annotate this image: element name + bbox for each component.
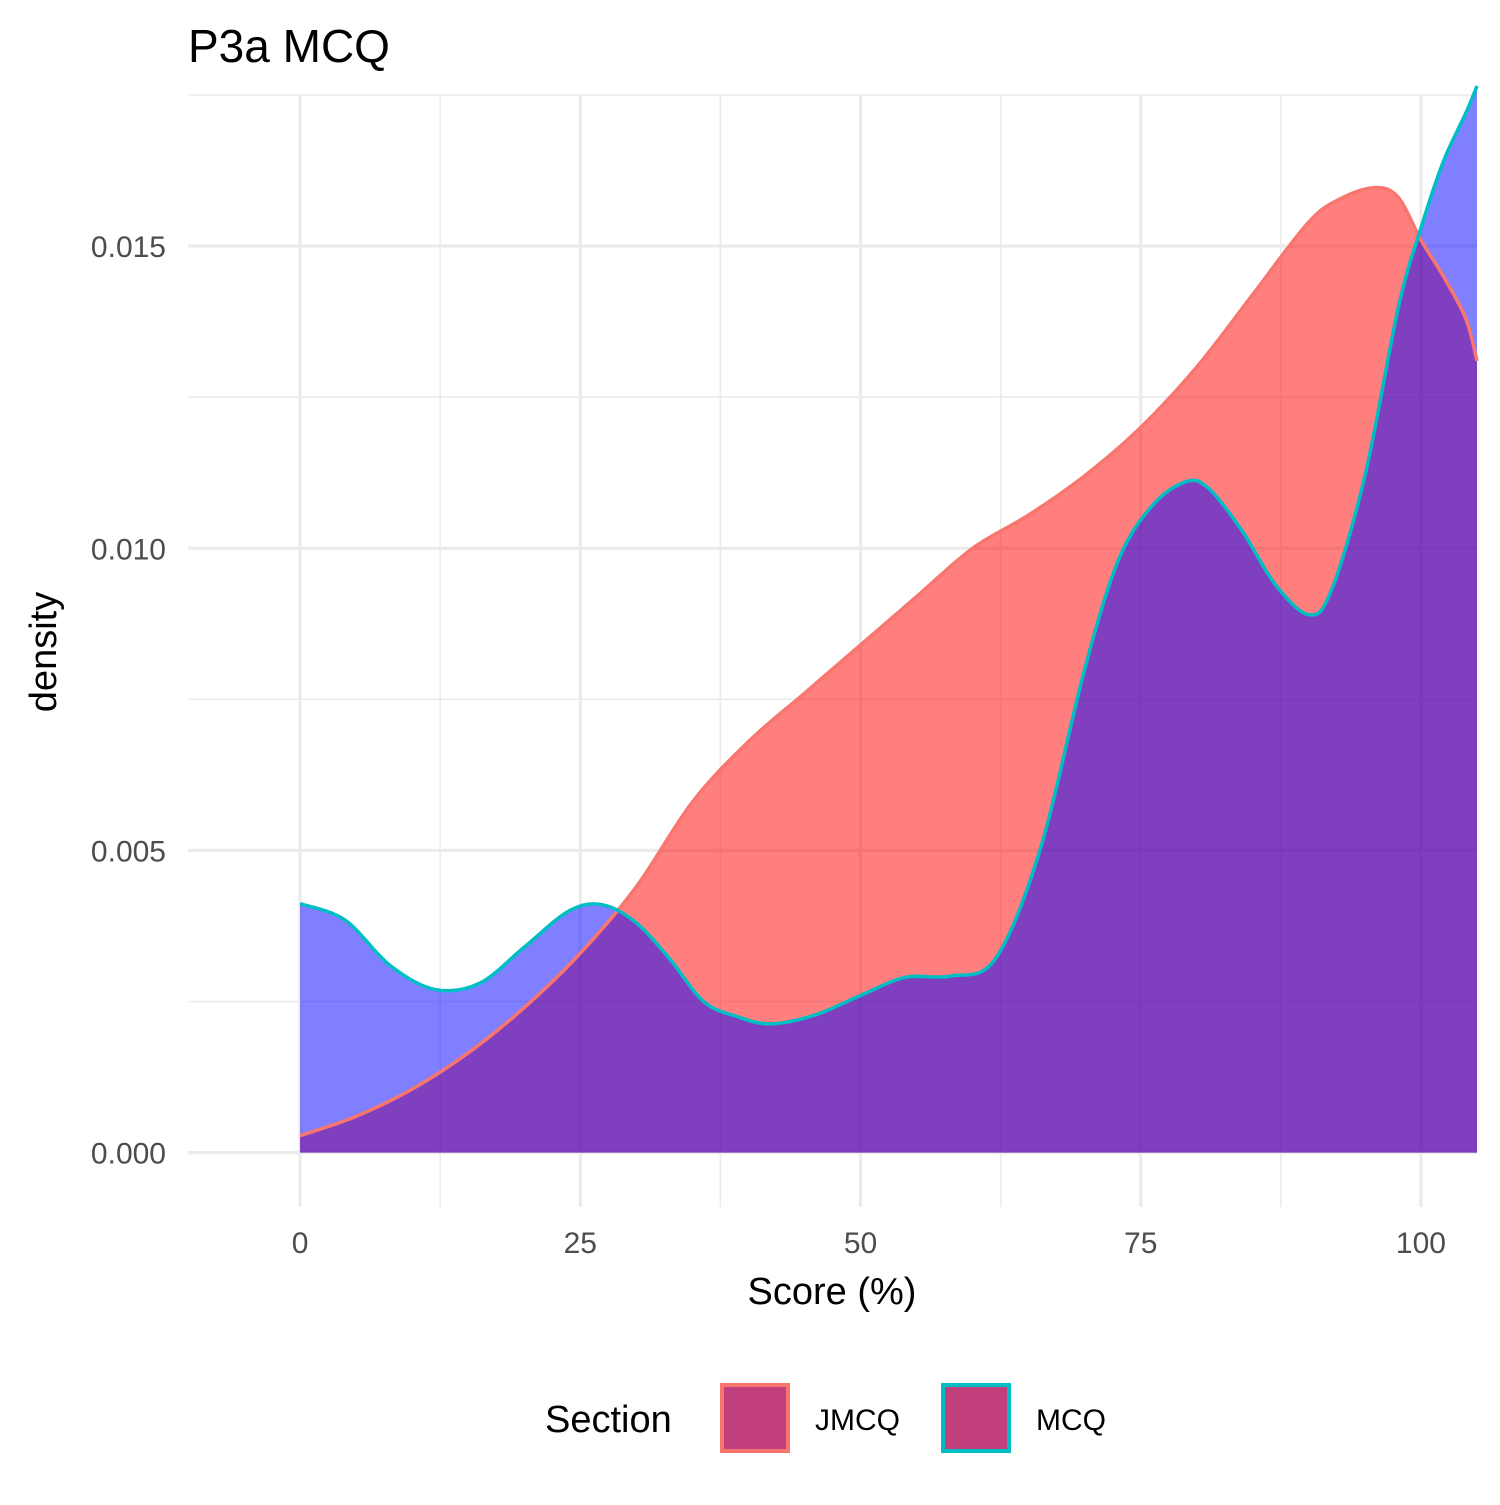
density-line-mcq [299,85,1479,1026]
density-areas [300,85,1478,1153]
density-lines [299,85,1479,1138]
x-tick-label: 75 [1124,1227,1157,1260]
density-area-mcq [300,85,1478,1153]
legend-label-mcq: MCQ [1036,1404,1106,1437]
y-tick-label: 0.005 [91,835,166,868]
x-tick-label: 50 [844,1227,877,1260]
y-tick-label: 0.010 [91,533,166,566]
legend-key-jmcq [720,1383,790,1453]
x-tick-label: 100 [1396,1227,1446,1260]
y-axis-label: density [23,592,65,712]
y-tick-label: 0.015 [91,231,166,264]
axis-ticks: 0 25 50 75 100 0.000 0.005 0.010 0.015 [91,231,1446,1260]
density-line-jmcq [299,185,1479,1138]
legend-title: Section [545,1399,672,1441]
x-tick-label: 0 [292,1227,309,1260]
legend: Section JMCQ MCQ [545,1383,1106,1453]
chart-title: P3a MCQ [188,20,390,72]
legend-key-mcq [941,1383,1011,1453]
x-tick-label: 25 [564,1227,597,1260]
x-axis-label: Score (%) [748,1271,917,1313]
y-tick-label: 0.000 [91,1138,166,1171]
legend-label-jmcq: JMCQ [815,1404,900,1437]
